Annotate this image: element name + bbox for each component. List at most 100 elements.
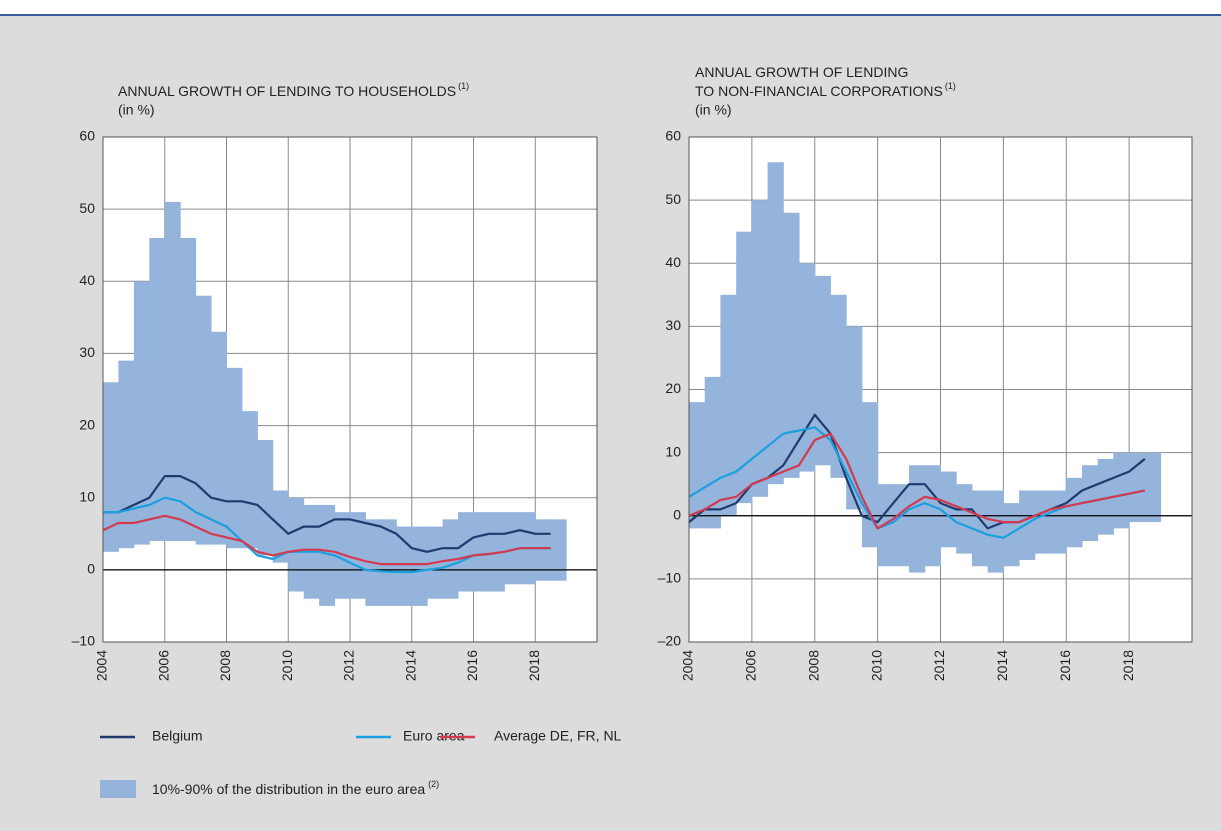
chart-title-line: ANNUAL GROWTH OF LENDING — [695, 64, 908, 80]
band-bar — [799, 263, 816, 472]
band-bar — [1144, 452, 1162, 523]
band-bar — [1129, 452, 1146, 523]
series-line — [102, 514, 551, 566]
legend-label-text: 10%-90% of the distribution in the euro … — [152, 781, 425, 797]
x-tick-label: 2016 — [1057, 650, 1073, 681]
legend-label: Average DE, FR, NL — [494, 728, 622, 744]
y-tick-label: –10 — [72, 633, 96, 649]
band-bar — [103, 382, 119, 552]
x-tick-label: 2010 — [868, 650, 884, 681]
band-bar — [987, 490, 1004, 573]
band-bar — [473, 512, 490, 592]
band-bar — [288, 497, 305, 592]
legend-note: (2) — [428, 779, 439, 789]
legend-swatch — [100, 780, 136, 798]
chart-title: TO NON-FINANCIAL CORPORATIONS (1) — [695, 81, 956, 98]
plot-frame — [102, 136, 598, 643]
x-tick-label: 2010 — [279, 650, 295, 681]
x-tick-label: 2012 — [341, 650, 357, 681]
y-tick-label: 0 — [673, 506, 681, 522]
band-bar — [164, 201, 181, 541]
band-bar — [767, 162, 784, 485]
band-bar — [909, 465, 926, 573]
band-bar — [133, 281, 150, 545]
y-tick-label: –20 — [658, 633, 682, 649]
y-tick-label: 40 — [79, 272, 95, 288]
band-bar — [180, 238, 197, 541]
x-tick-label: 2008 — [217, 650, 233, 681]
band-bar — [149, 238, 166, 541]
band-bar — [195, 295, 212, 545]
x-tick-label: 2008 — [805, 650, 821, 681]
band-bar — [257, 440, 274, 556]
y-tick-label: 50 — [79, 200, 95, 216]
band-bar — [118, 360, 135, 549]
band-bar — [1050, 490, 1067, 554]
band-bar — [1081, 465, 1099, 541]
legend-label: 10%-90% of the distribution in the euro … — [152, 779, 439, 796]
band-bar — [956, 484, 973, 554]
band-bar — [319, 504, 336, 606]
x-tick-label: 2014 — [402, 650, 418, 681]
band-bar — [736, 231, 753, 504]
y-tick-label: 10 — [665, 443, 681, 459]
band-bar — [1034, 490, 1052, 554]
y-tick-label: 20 — [665, 380, 681, 396]
band-bar — [893, 484, 910, 567]
y-tick-label: 60 — [665, 128, 681, 144]
band-bar — [1066, 477, 1083, 548]
chart-subtitle: (in %) — [695, 102, 732, 118]
legend-label: Belgium — [152, 728, 203, 744]
band-bar — [1019, 490, 1036, 560]
title-note: (1) — [945, 81, 956, 91]
band-bar — [396, 526, 413, 606]
band-bar — [1003, 503, 1020, 567]
band-bar — [226, 367, 243, 549]
y-tick-label: –10 — [658, 570, 682, 586]
band-bar — [380, 519, 397, 606]
chart-title-line: TO NON-FINANCIAL CORPORATIONS — [695, 83, 943, 99]
x-tick-label: 2004 — [94, 650, 110, 681]
chart-title: ANNUAL GROWTH OF LENDING TO HOUSEHOLDS (1… — [118, 81, 469, 98]
band-bar — [751, 200, 769, 497]
y-tick-label: 30 — [79, 344, 95, 360]
x-tick-label: 2016 — [464, 650, 480, 681]
x-tick-label: 2018 — [526, 650, 542, 681]
y-tick-label: 10 — [79, 488, 95, 504]
series-line — [688, 432, 1146, 530]
band-bar — [458, 512, 474, 592]
band-bar — [971, 490, 989, 567]
y-tick-label: 60 — [79, 128, 95, 144]
band-bar — [535, 519, 552, 581]
chart-title: ANNUAL GROWTH OF LENDING — [695, 64, 908, 80]
chart-subtitle: (in %) — [118, 102, 155, 118]
band-bar — [830, 294, 847, 478]
y-tick-label: 30 — [665, 317, 681, 333]
x-tick-label: 2006 — [155, 650, 171, 681]
series-line — [103, 475, 551, 553]
band-bar — [846, 326, 863, 510]
band-bar — [720, 294, 737, 516]
band-bar — [241, 411, 258, 549]
x-tick-label: 2018 — [1120, 650, 1136, 681]
x-tick-label: 2006 — [743, 650, 759, 681]
y-tick-label: 50 — [665, 191, 681, 207]
band-bar — [211, 331, 227, 545]
band-bar — [689, 402, 706, 529]
band-bar — [940, 471, 957, 548]
x-tick-label: 2004 — [680, 650, 696, 681]
band-bar — [783, 212, 800, 478]
title-note: (1) — [458, 81, 469, 91]
legend-label: Euro area — [403, 728, 465, 744]
band-bar — [350, 512, 366, 599]
band-bar — [1113, 452, 1130, 529]
plot-frame — [688, 136, 1193, 643]
y-tick-label: 40 — [665, 254, 681, 270]
band-bar — [704, 376, 721, 529]
band-bar — [411, 526, 428, 606]
band-bar — [550, 519, 567, 581]
x-tick-label: 2012 — [931, 650, 947, 681]
y-tick-label: 20 — [79, 416, 95, 432]
